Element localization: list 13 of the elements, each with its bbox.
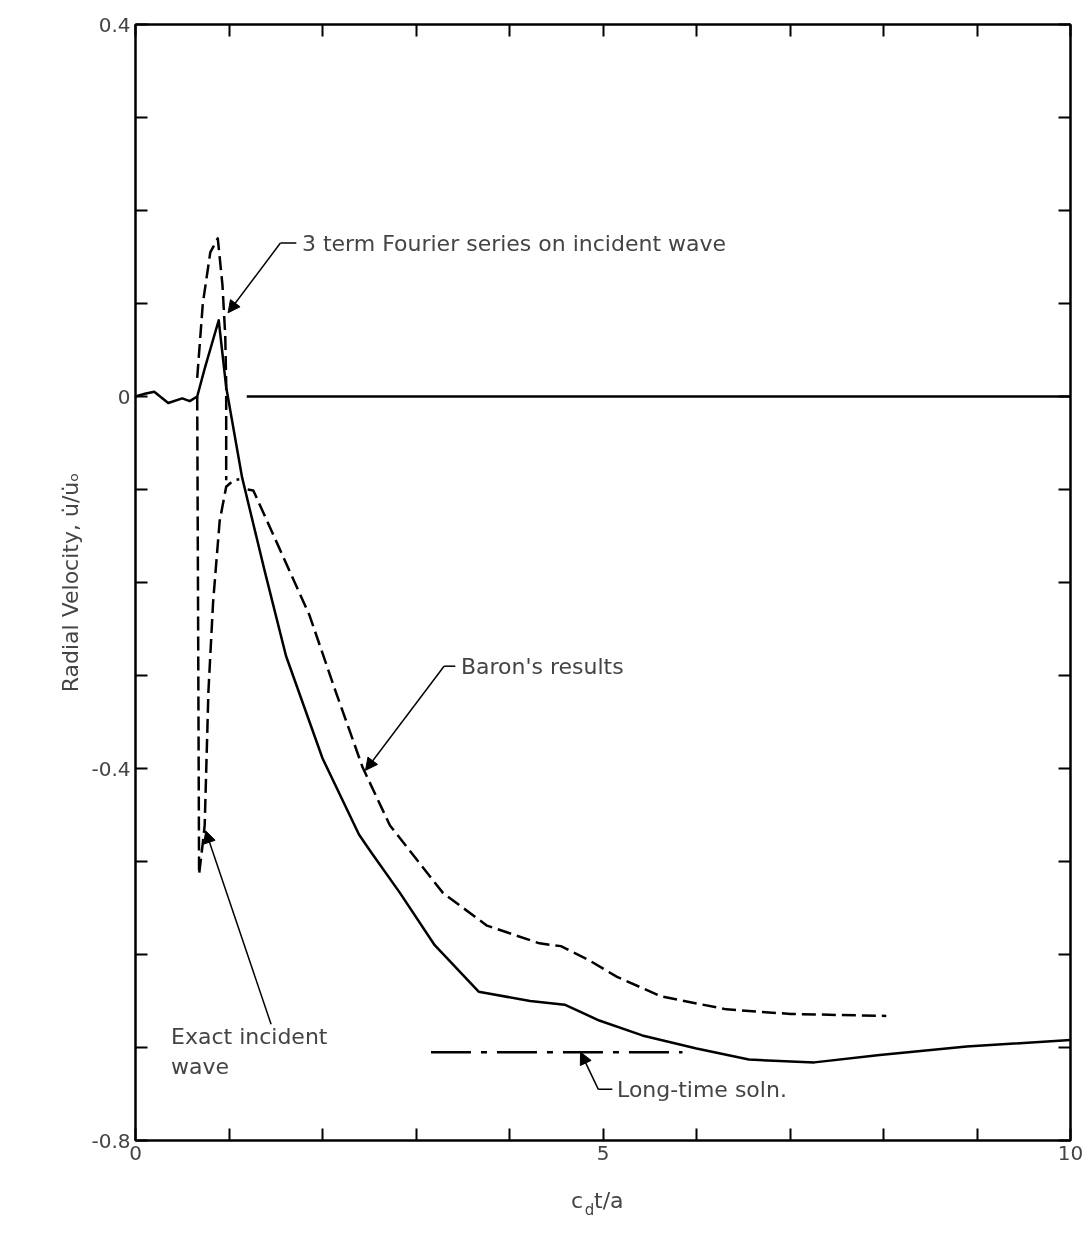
annotation: Long-time soln. <box>617 1076 787 1102</box>
y-tick-label: 0.4 <box>98 12 131 37</box>
line-series <box>246 488 888 1018</box>
line-series <box>195 395 241 876</box>
x-tick-label: 10 <box>1057 1140 1084 1165</box>
y-tick-label: -0.4 <box>91 756 131 781</box>
x-tick-label: 5 <box>596 1140 610 1165</box>
y-tick-label: 0 <box>117 384 131 409</box>
annotation: 3 term Fourier series on incident wave <box>301 230 727 256</box>
y-tick-label: -0.8 <box>91 1128 131 1153</box>
annotation: Baron's results <box>460 653 624 679</box>
annotation: Exact incident wave <box>171 1024 328 1080</box>
y-axis-title: Radial Velocity, u̇/u̇ₒ <box>58 472 84 693</box>
